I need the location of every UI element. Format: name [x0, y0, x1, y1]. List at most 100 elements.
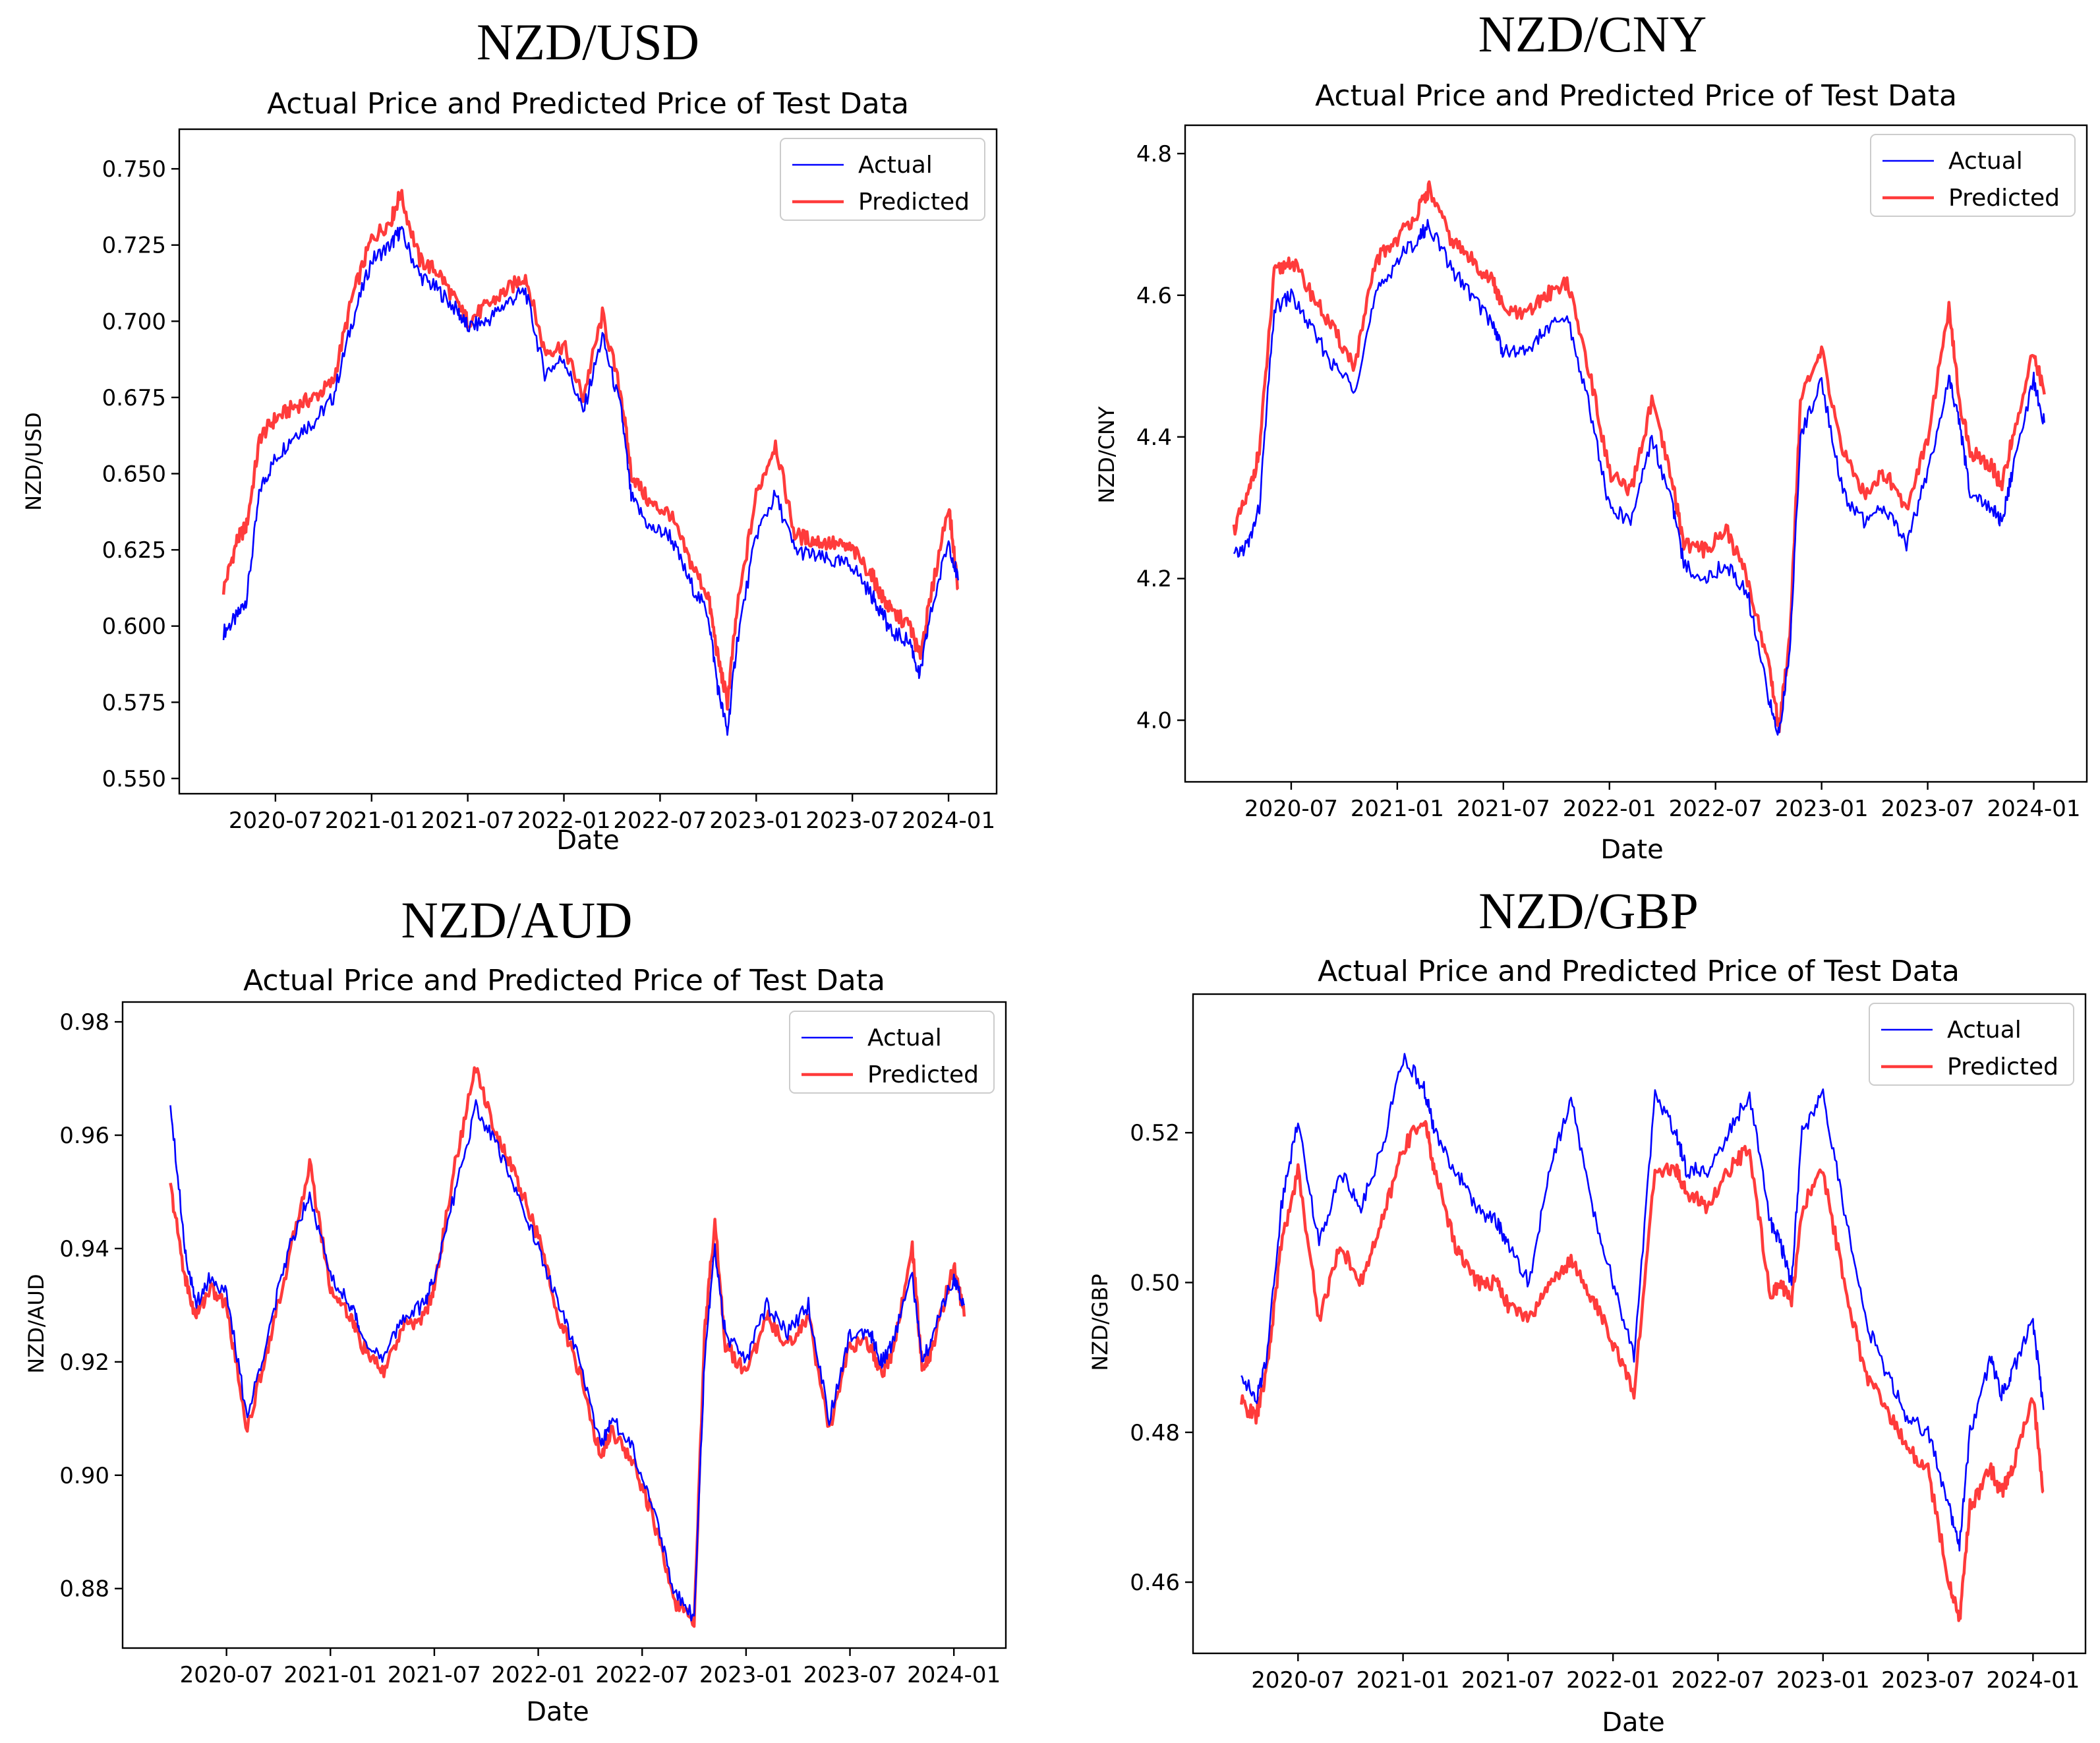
chart-title: Actual Price and Predicted Price of Test… — [243, 964, 885, 997]
series-line-actual — [169, 1099, 966, 1622]
y-axis-label: NZD/CNY — [1094, 406, 1119, 504]
legend-box — [1869, 1003, 2074, 1086]
plot-frame — [1192, 993, 2087, 1655]
y-tick-label: 0.700 — [102, 309, 166, 335]
y-axis-label: NZD/GBP — [1088, 1274, 1113, 1371]
y-tick-label: 0.96 — [59, 1123, 109, 1149]
x-tick-label: 2022-01 — [1566, 1667, 1660, 1694]
x-tick-label: 2024-01 — [1986, 1667, 2080, 1694]
y-tick-label: 0.750 — [102, 156, 166, 183]
plot-frame — [121, 1001, 1007, 1649]
chart-title: Actual Price and Predicted Price of Test… — [1315, 79, 1957, 113]
chart-panel-nzd-gbp: NZD/GBP Actual Price and Predicted Price… — [1088, 882, 2087, 1738]
legend-box — [780, 138, 985, 221]
x-tick-label: 2023-01 — [709, 808, 803, 834]
x-tick-label: 2021-07 — [421, 808, 515, 834]
y-axis-label: NZD/AUD — [24, 1274, 49, 1373]
x-tick-label: 2022-07 — [595, 1662, 689, 1688]
legend-label-actual: Actual — [858, 152, 933, 179]
x-tick-label: 2022-07 — [1671, 1667, 1765, 1694]
x-tick-label: 2023-07 — [805, 808, 899, 834]
legend-label-predicted: Predicted — [1948, 185, 2060, 212]
plot-frame — [178, 128, 998, 795]
chart-panel-nzd-aud: NZD/AUD Actual Price and Predicted Price… — [24, 891, 1007, 1727]
chart-panel-nzd-usd: NZD/USD Actual Price and Predicted Price… — [21, 13, 998, 856]
y-tick-label: 0.98 — [59, 1009, 109, 1036]
y-tick-label: 0.675 — [102, 385, 166, 411]
y-tick-label: 0.650 — [102, 461, 166, 487]
x-tick-label: 2021-07 — [1457, 796, 1550, 822]
x-tick-label: 2023-01 — [1776, 1667, 1870, 1694]
x-tick-label: 2020-07 — [1251, 1667, 1345, 1694]
x-tick-label: 2023-01 — [699, 1662, 793, 1688]
series-line-predicted — [221, 189, 960, 711]
y-tick-label: 4.8 — [1136, 141, 1172, 167]
chart-pair-title: NZD/USD — [477, 13, 699, 71]
legend-label-predicted: Predicted — [1947, 1053, 2058, 1080]
x-tick-label: 2021-01 — [325, 808, 419, 834]
x-axis-label: Date — [1600, 835, 1664, 865]
y-tick-label: 0.88 — [59, 1576, 109, 1603]
chart-pair-title: NZD/GBP — [1478, 882, 1699, 939]
y-axis-label: NZD/USD — [21, 412, 46, 511]
series-line-predicted — [169, 1066, 966, 1628]
legend-label-actual: Actual — [867, 1024, 942, 1051]
series-line-actual — [1233, 219, 2045, 736]
legend-label-actual: Actual — [1947, 1017, 2022, 1044]
chart-pair-title: NZD/CNY — [1478, 5, 1707, 63]
x-tick-label: 2023-07 — [1881, 1667, 1975, 1694]
x-tick-label: 2021-01 — [1356, 1667, 1450, 1694]
y-tick-label: 4.6 — [1136, 283, 1172, 309]
plot-frame — [1184, 124, 2088, 783]
series-line-actual — [1240, 1053, 2045, 1552]
legend-label-predicted: Predicted — [867, 1061, 979, 1088]
legend-box — [1870, 134, 2076, 217]
y-tick-label: 0.50 — [1130, 1270, 1180, 1297]
x-tick-label: 2022-01 — [1563, 796, 1656, 822]
x-axis-label: Date — [1602, 1707, 1665, 1738]
y-tick-label: 0.575 — [102, 690, 166, 716]
x-tick-label: 2022-01 — [517, 808, 610, 834]
x-tick-label: 2020-07 — [180, 1662, 274, 1688]
chart-title: Actual Price and Predicted Price of Test… — [267, 87, 909, 121]
y-tick-label: 0.600 — [102, 614, 166, 640]
y-tick-label: 0.550 — [102, 766, 166, 792]
x-tick-label: 2021-07 — [388, 1662, 481, 1688]
chart-panel-nzd-cny: NZD/CNY Actual Price and Predicted Price… — [1094, 5, 2088, 865]
legend-label-actual: Actual — [1948, 148, 2023, 175]
x-tick-label: 2022-01 — [492, 1662, 585, 1688]
x-tick-label: 2024-01 — [907, 1662, 1001, 1688]
y-tick-label: 0.48 — [1130, 1420, 1180, 1446]
y-tick-label: 4.0 — [1136, 708, 1172, 734]
y-tick-label: 0.92 — [59, 1349, 109, 1376]
series-line-actual — [222, 225, 959, 736]
x-axis-label: Date — [526, 1697, 589, 1727]
x-tick-label: 2024-01 — [902, 808, 995, 834]
x-tick-label: 2023-01 — [1775, 796, 1869, 822]
y-tick-label: 4.2 — [1136, 566, 1172, 593]
legend-label-predicted: Predicted — [858, 189, 970, 216]
y-tick-label: 0.625 — [102, 537, 166, 564]
x-tick-label: 2021-01 — [283, 1662, 377, 1688]
x-tick-label: 2020-07 — [1244, 796, 1338, 822]
series-line-predicted — [1240, 1119, 2045, 1622]
y-tick-label: 0.52 — [1130, 1120, 1180, 1146]
x-tick-label: 2022-07 — [613, 808, 707, 834]
x-tick-label: 2022-07 — [1669, 796, 1763, 822]
x-tick-label: 2020-07 — [229, 808, 322, 834]
x-axis-label: Date — [556, 825, 620, 856]
legend-box — [789, 1011, 995, 1094]
x-tick-label: 2021-07 — [1461, 1667, 1555, 1694]
series-line-predicted — [1232, 180, 2046, 734]
y-tick-label: 0.94 — [59, 1236, 109, 1262]
y-tick-label: 4.4 — [1136, 425, 1172, 451]
y-tick-label: 0.725 — [102, 233, 166, 259]
x-tick-label: 2023-07 — [1881, 796, 1975, 822]
chart-title: Actual Price and Predicted Price of Test… — [1318, 955, 1960, 988]
y-tick-label: 0.46 — [1130, 1570, 1180, 1596]
chart-pair-title: NZD/AUD — [401, 891, 633, 949]
x-tick-label: 2023-07 — [803, 1662, 896, 1688]
x-tick-label: 2021-01 — [1351, 796, 1444, 822]
